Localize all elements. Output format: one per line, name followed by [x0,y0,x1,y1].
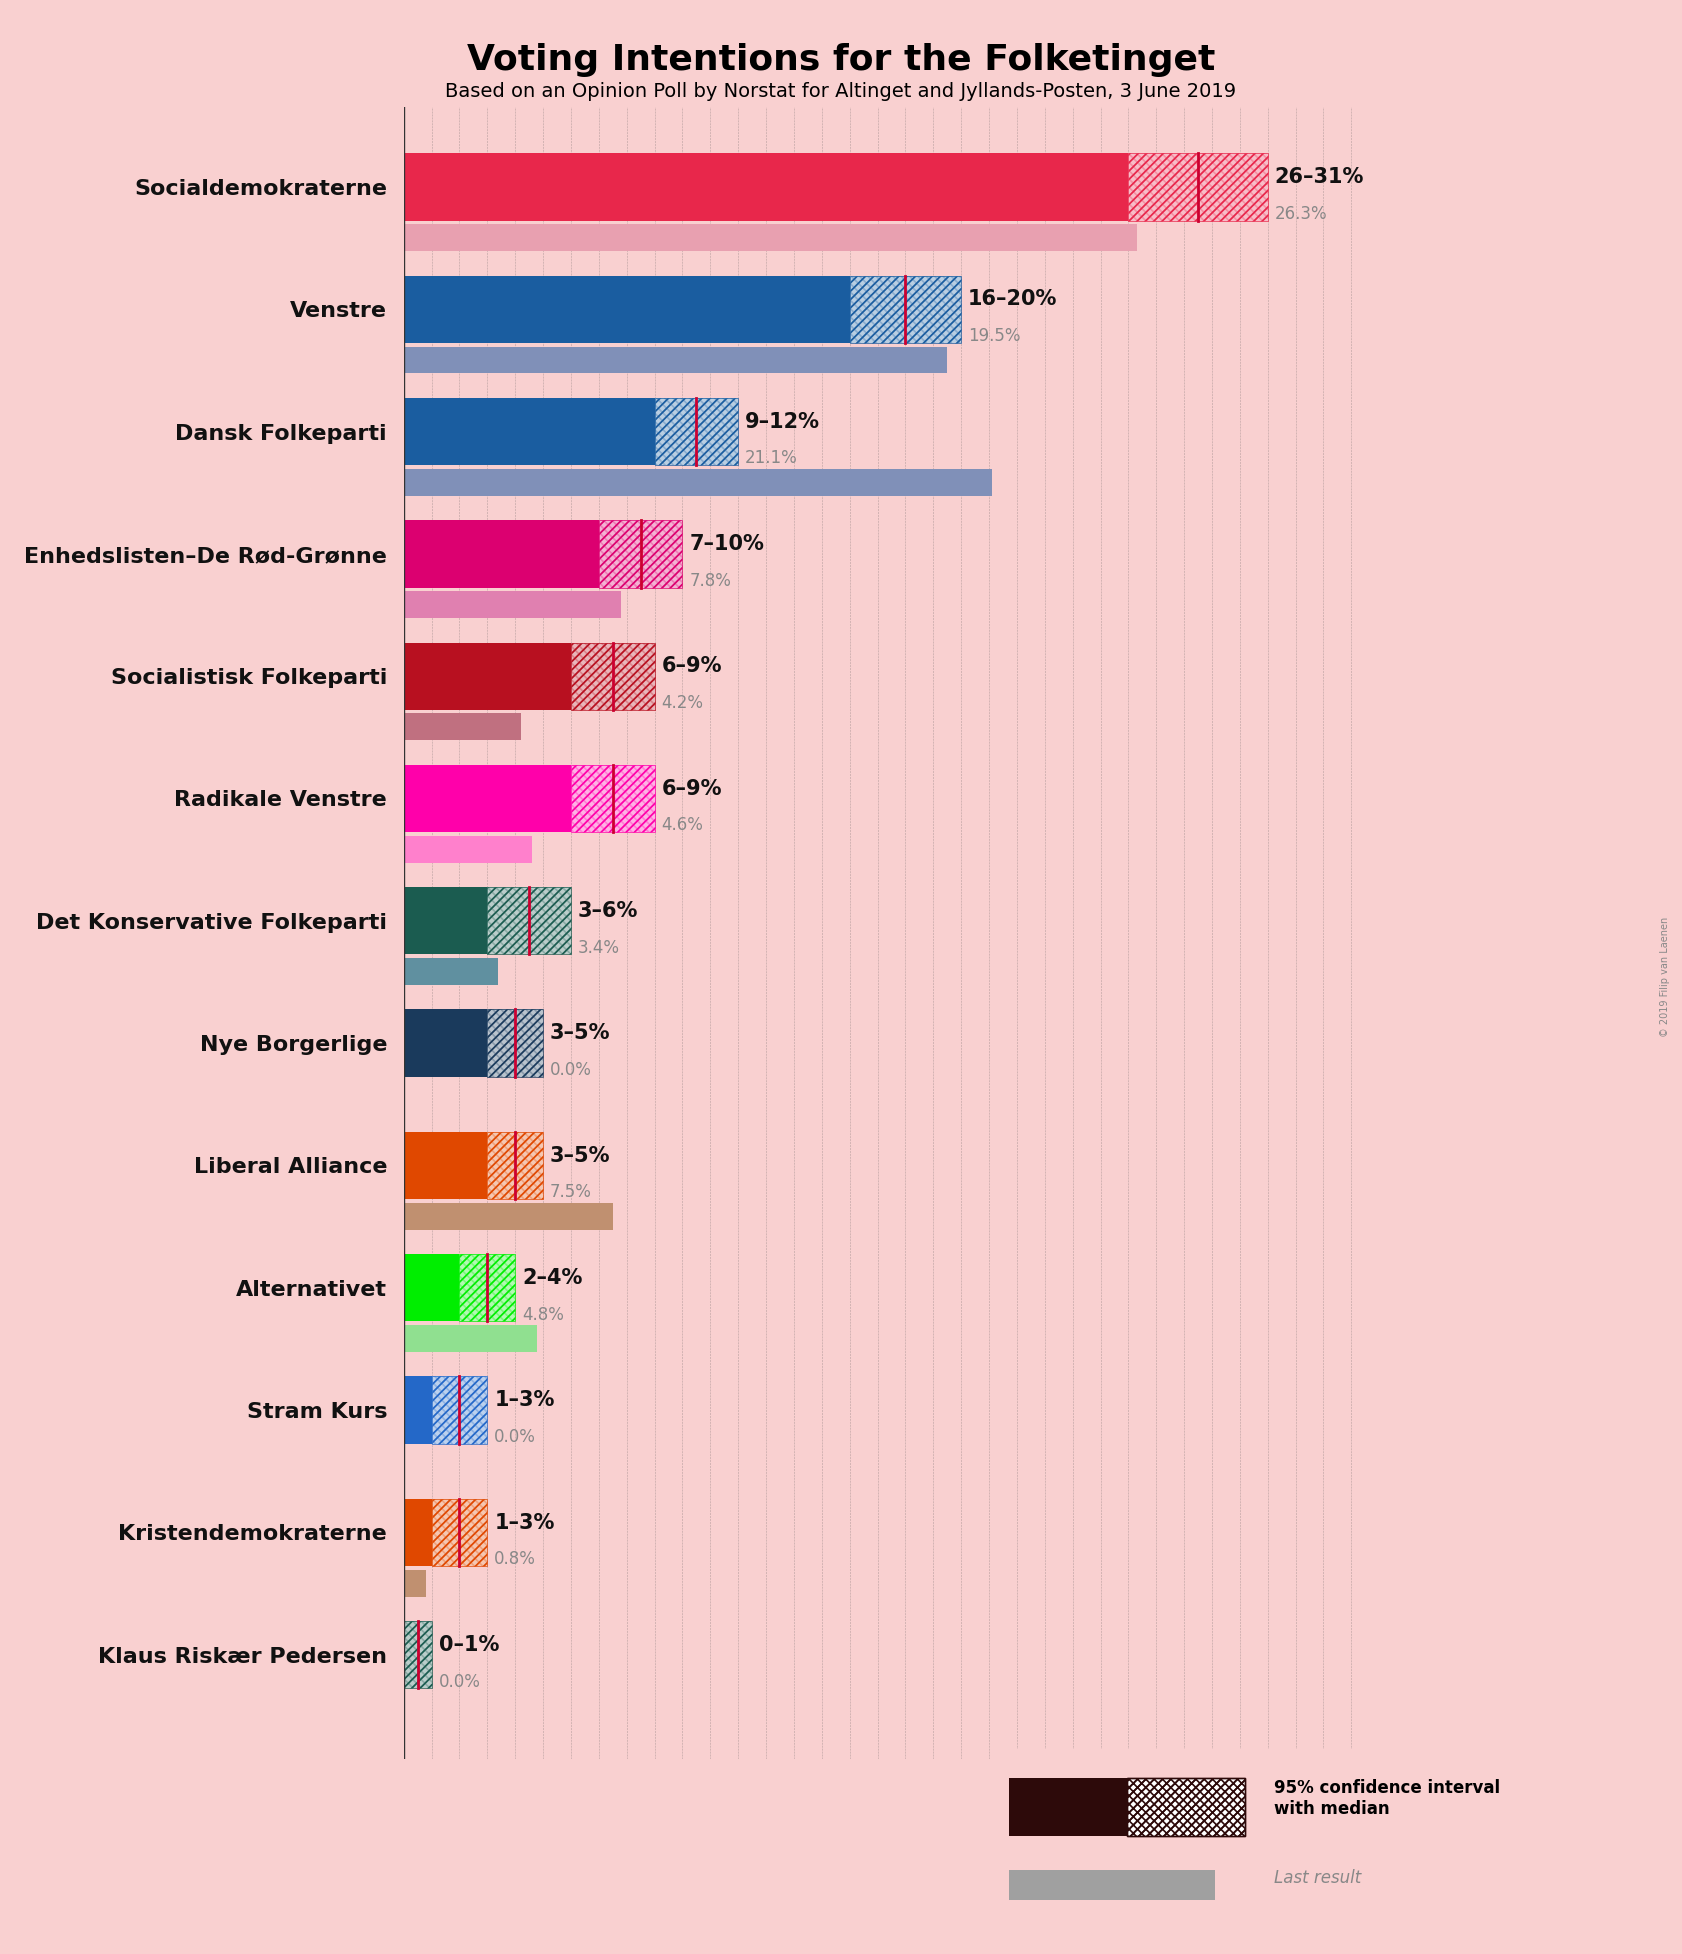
Text: 7–10%: 7–10% [690,533,764,555]
Bar [654,399,738,465]
Bar [404,1325,538,1352]
Bar [488,887,570,954]
Bar [404,152,1129,221]
Bar [459,1254,515,1321]
Bar [1127,1778,1245,1837]
Bar [599,520,683,588]
Text: 0.0%: 0.0% [550,1061,592,1079]
Bar [404,1622,432,1688]
Bar [432,1499,488,1565]
Bar [488,1010,543,1077]
Text: 16–20%: 16–20% [969,289,1058,309]
Bar [570,643,654,709]
Text: 9–12%: 9–12% [745,412,821,432]
Bar [654,399,738,465]
Bar [404,1376,432,1444]
Text: 3–6%: 3–6% [579,901,637,920]
Bar [1129,152,1268,221]
Bar [432,1376,488,1444]
Bar [404,643,570,709]
Bar [432,1376,488,1444]
Bar [849,276,960,342]
Text: 3.4%: 3.4% [579,938,621,957]
Text: 4.2%: 4.2% [661,694,703,711]
Text: 21.1%: 21.1% [745,449,797,467]
Text: Based on an Opinion Poll by Norstat for Altinget and Jyllands-Posten, 3 June 201: Based on an Opinion Poll by Norstat for … [446,82,1236,102]
Bar [570,764,654,832]
Text: 0.0%: 0.0% [439,1673,481,1690]
Bar [404,469,992,496]
Text: 6–9%: 6–9% [661,657,722,676]
Bar [459,1254,515,1321]
Text: 0–1%: 0–1% [439,1635,500,1655]
Bar [488,887,570,954]
Text: Last result: Last result [1273,1870,1361,1888]
Text: Voting Intentions for the Folketinget: Voting Intentions for the Folketinget [468,43,1214,76]
Bar [488,1010,543,1077]
Bar [488,1131,543,1200]
Text: 4.6%: 4.6% [661,817,703,834]
Bar [1129,152,1268,221]
Bar [599,520,683,588]
Text: 0.0%: 0.0% [495,1428,537,1446]
Text: 0.8%: 0.8% [495,1550,537,1569]
Bar [849,276,960,342]
Text: 7.8%: 7.8% [690,573,732,590]
Bar [404,1010,488,1077]
Bar [404,836,532,864]
Bar [404,713,521,741]
Bar [570,643,654,709]
Text: 1–3%: 1–3% [495,1389,555,1411]
Bar [488,1131,543,1200]
Bar [432,1499,488,1565]
Bar [570,764,654,832]
Bar [488,887,570,954]
Bar [849,276,960,342]
Bar [404,1622,432,1688]
Bar [404,1131,488,1200]
Text: 7.5%: 7.5% [550,1184,592,1202]
Bar [432,1499,488,1565]
Text: 26.3%: 26.3% [1275,205,1327,223]
Bar [1129,152,1268,221]
Bar [404,957,498,985]
Text: 1–3%: 1–3% [495,1512,555,1532]
Bar [404,1622,432,1688]
Bar [404,1204,612,1229]
Text: 26–31%: 26–31% [1275,168,1364,188]
Bar [570,643,654,709]
Bar [432,1376,488,1444]
Bar [459,1254,515,1321]
Bar [404,887,488,954]
Bar [404,399,654,465]
Bar [570,764,654,832]
Bar [1127,1778,1245,1837]
Text: 2–4%: 2–4% [521,1268,582,1288]
Bar [404,276,849,342]
Bar [404,592,621,617]
Bar [488,1131,543,1200]
Bar [488,1010,543,1077]
Bar [404,1569,426,1596]
Bar [404,346,947,373]
Text: 3–5%: 3–5% [550,1024,611,1043]
Bar [1009,1870,1214,1899]
Text: 6–9%: 6–9% [661,780,722,799]
Text: 4.8%: 4.8% [521,1305,563,1323]
Bar [404,225,1137,252]
Text: © 2019 Filip van Laenen: © 2019 Filip van Laenen [1660,916,1670,1038]
Text: 19.5%: 19.5% [969,326,1021,346]
Text: 95% confidence interval
with median: 95% confidence interval with median [1273,1780,1500,1817]
Bar [599,520,683,588]
Bar [404,520,599,588]
Bar [404,764,570,832]
Text: 3–5%: 3–5% [550,1145,611,1167]
Bar [654,399,738,465]
Bar [404,1499,432,1565]
Bar [404,1254,459,1321]
Bar [1009,1778,1127,1837]
